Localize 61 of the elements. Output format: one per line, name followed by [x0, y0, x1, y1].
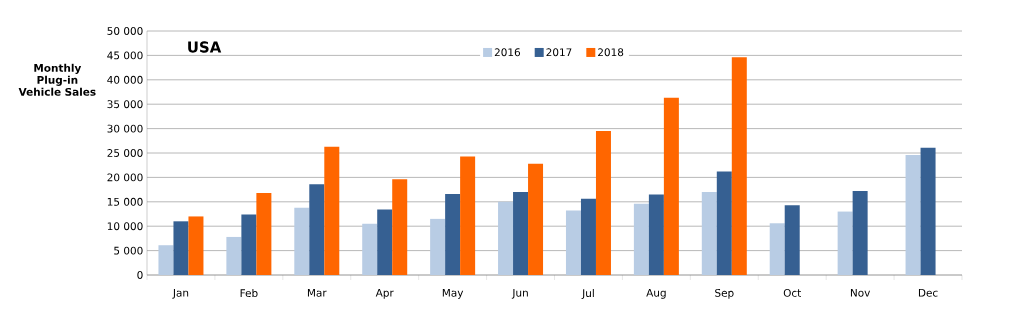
- y-tick-label: 50 000: [107, 27, 143, 35]
- y-tick-label: 40 000: [107, 75, 143, 84]
- bar: [188, 216, 204, 275]
- bar: [513, 192, 529, 275]
- bar: [362, 223, 378, 275]
- bar: [460, 156, 476, 275]
- bar: [731, 57, 747, 275]
- bar: [294, 207, 310, 275]
- bar: [324, 146, 340, 275]
- bar: [528, 163, 544, 275]
- x-tick-label: Dec: [918, 288, 938, 297]
- bar: [377, 209, 393, 275]
- bar: [158, 245, 174, 275]
- bar: [852, 191, 868, 275]
- x-tick-label: Mar: [307, 288, 327, 297]
- x-tick-label: Jun: [511, 288, 528, 299]
- x-tick-label: Sep: [715, 288, 734, 299]
- x-tick-label: Feb: [240, 288, 258, 298]
- bar: [633, 203, 649, 275]
- x-tick-label: Jul: [581, 288, 594, 299]
- bar: [905, 154, 921, 275]
- bar: [392, 179, 408, 275]
- x-tick-label: Nov: [850, 288, 871, 297]
- y-tick-label: 25 000: [107, 149, 143, 157]
- bar: [648, 194, 664, 275]
- bar: [445, 193, 461, 275]
- bar: [256, 193, 272, 275]
- text: USA: [188, 41, 222, 53]
- y-axis-title: Monthly Plug-in Vehicle Sales: [18, 63, 96, 96]
- y-tick-label: 45 000: [107, 51, 143, 60]
- y-tick-label: 0: [137, 271, 143, 279]
- bar: [580, 198, 596, 275]
- legend-label: 2017: [546, 48, 572, 57]
- bar: [226, 236, 242, 275]
- bar: [498, 201, 514, 275]
- bar: [595, 131, 611, 275]
- bar: [716, 171, 732, 275]
- bar: [920, 147, 936, 275]
- y-tick-label: 20 000: [107, 173, 143, 182]
- y-tick-label: 5 000: [114, 246, 143, 255]
- y-tick-label: 35 000: [107, 100, 143, 109]
- x-tick-label: Aug: [646, 288, 666, 299]
- x-tick-label: Jan: [172, 288, 189, 299]
- x-tick-label: May: [442, 288, 464, 299]
- x-tick-label: Oct: [783, 288, 801, 297]
- bar: [173, 221, 189, 275]
- y-tick-label: 30 000: [107, 124, 143, 133]
- bar: [701, 192, 717, 275]
- bar: [430, 218, 446, 275]
- bar: [769, 223, 785, 275]
- bar: [784, 205, 800, 275]
- bar: [241, 214, 257, 275]
- bar: [663, 97, 679, 275]
- x-tick-label: Apr: [375, 288, 394, 299]
- bar: [309, 184, 325, 275]
- y-tick-label: 10 000: [107, 222, 143, 231]
- legend-label: 2018: [598, 48, 624, 57]
- y-tick-label: 15 000: [107, 197, 143, 206]
- bar: [837, 211, 853, 275]
- bar: [565, 210, 581, 275]
- legend-label: 2016: [494, 48, 521, 57]
